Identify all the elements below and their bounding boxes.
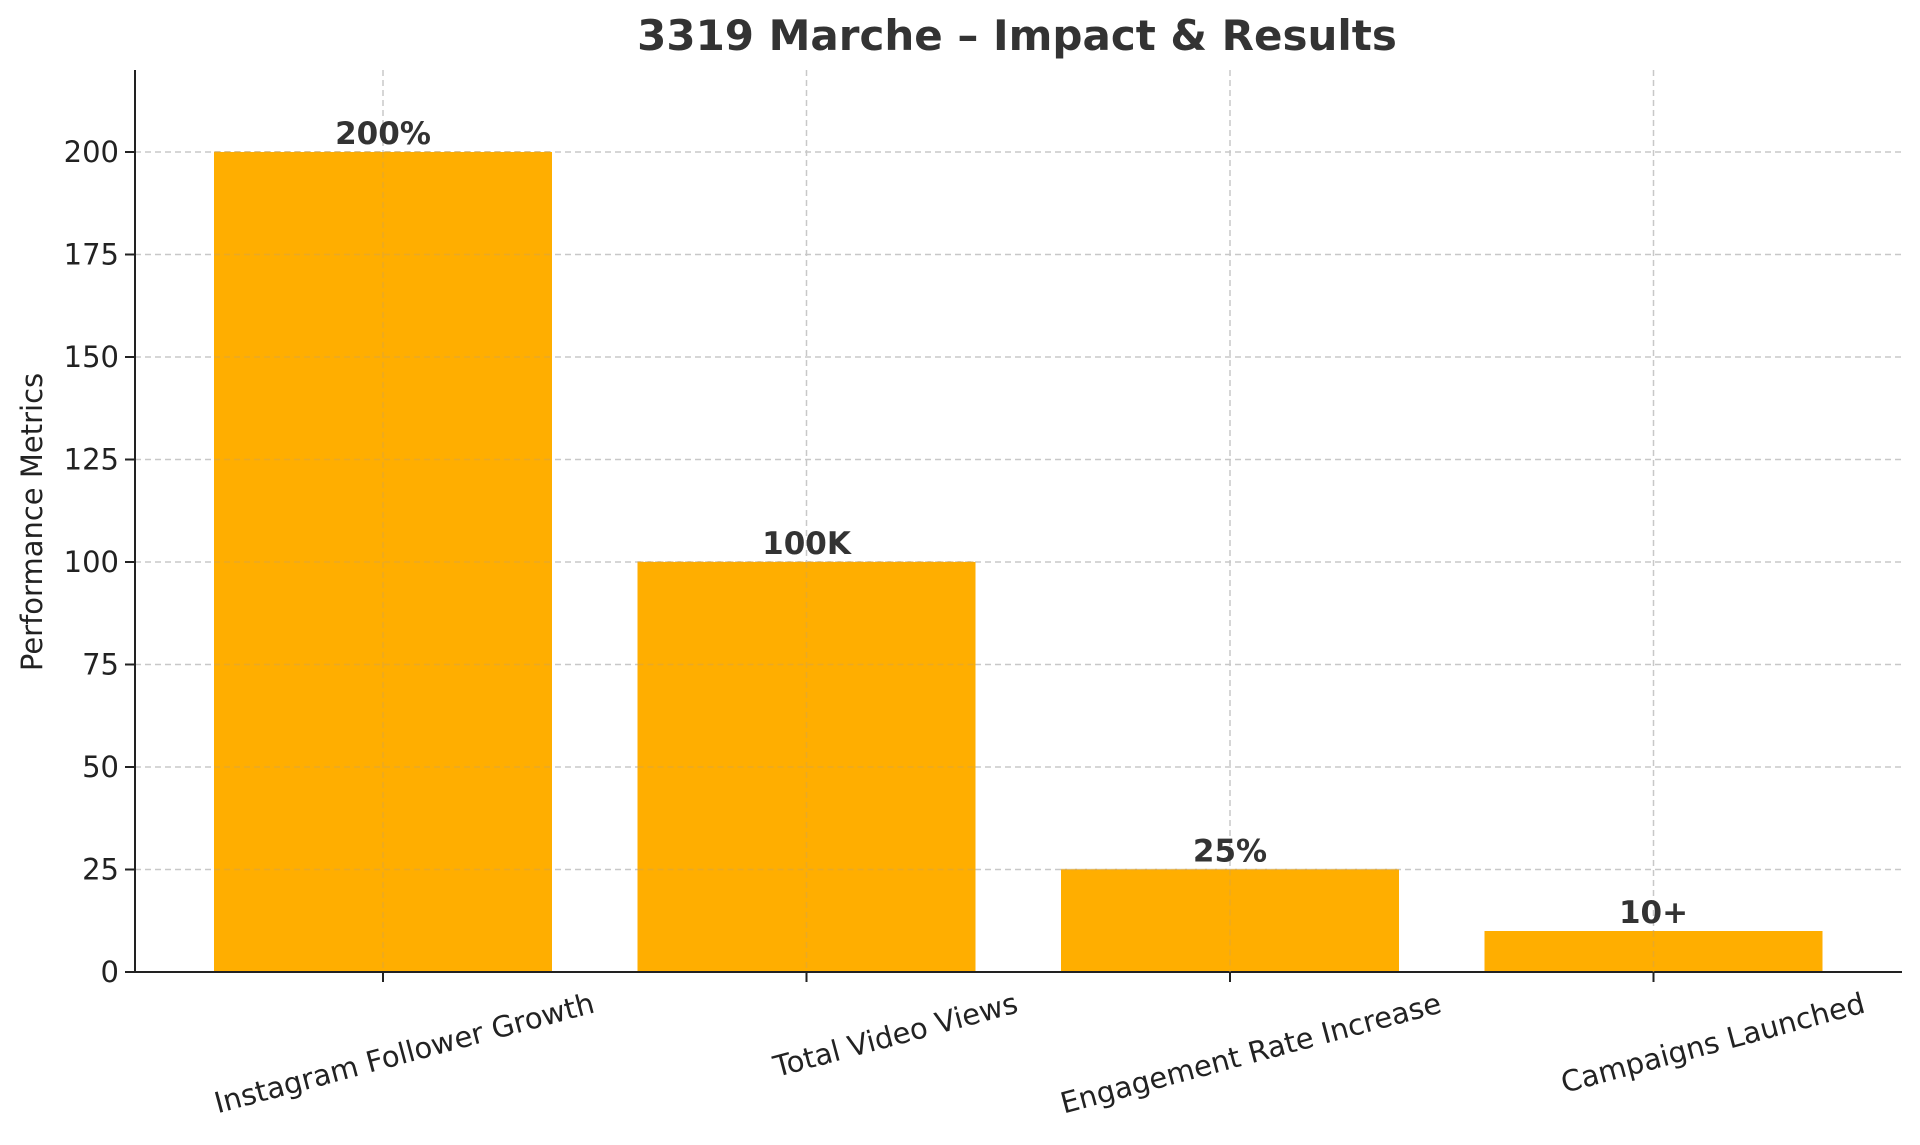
y-tick-label: 100: [64, 545, 119, 579]
y-tick-label: 0: [101, 955, 119, 989]
axes: [134, 70, 1902, 973]
y-axis-label: Performance Metrics: [15, 373, 49, 671]
y-tick-label: 175: [64, 238, 119, 272]
y-tick-label: 200: [64, 135, 119, 169]
x-tick-label: Total Video Views: [769, 986, 1022, 1084]
data-labels: 200% 100K 25% 10+: [214, 116, 1688, 972]
data-label: 100K: [762, 526, 852, 562]
y-axis-ticks: 0 25 50 75 100 125 150 175 200: [64, 135, 135, 989]
x-axis-ticks: Instagram Follower Growth Total Video Vie…: [211, 972, 1868, 1120]
y-tick-label: 150: [64, 340, 119, 374]
x-tick-label: Engagement Rate Increase: [1057, 986, 1445, 1120]
x-tick-label: Instagram Follower Growth: [211, 986, 598, 1120]
y-tick-label: 75: [82, 648, 119, 682]
y-tick-label: 25: [82, 853, 119, 887]
data-label: 25%: [1193, 834, 1267, 870]
data-label: 200%: [335, 116, 431, 152]
data-label: 10+: [1619, 895, 1688, 931]
y-tick-label: 50: [82, 750, 119, 784]
y-tick-label: 125: [64, 443, 119, 477]
x-tick-label: Campaigns Launched: [1557, 986, 1868, 1100]
chart-title: 3319 Marche – Impact & Results: [637, 11, 1397, 60]
